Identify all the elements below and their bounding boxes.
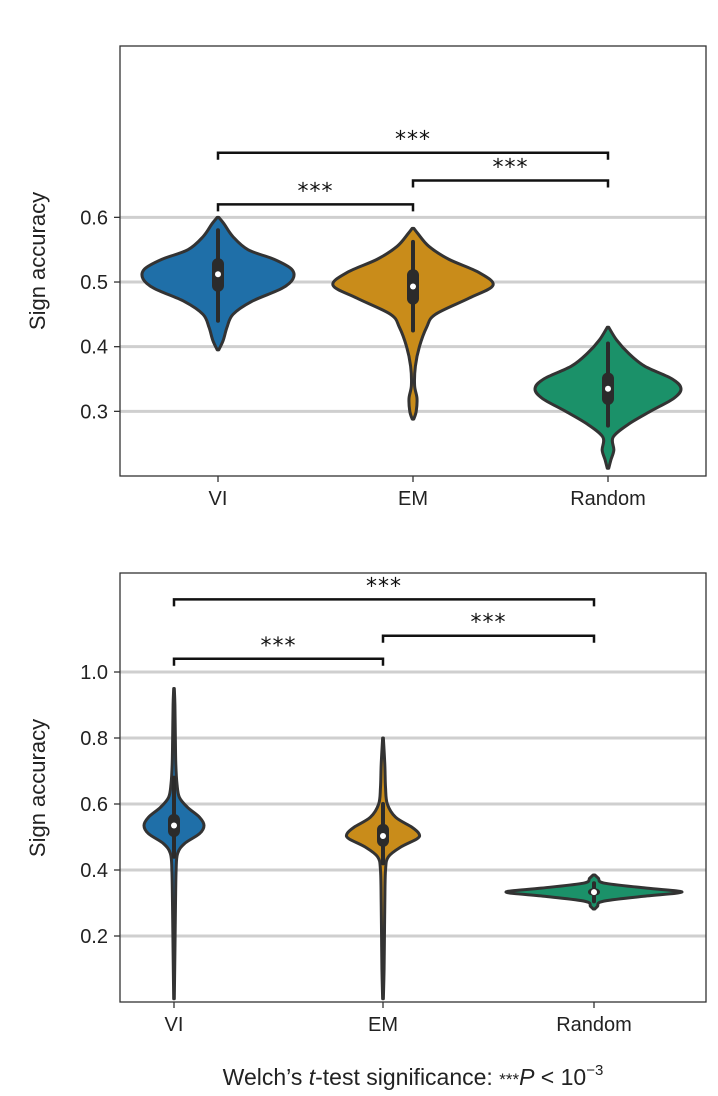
- y-tick-label-3: 0.8: [80, 728, 108, 750]
- y-tick-label-1: 0.4: [80, 337, 108, 359]
- significance-bracket-2: [172, 598, 596, 607]
- x-tick-label-EM: EM: [398, 488, 428, 510]
- bottom-violin-panel: 0.2 0.4 0.6 0.8 1.0 VI EM Random Sign accuracy **…: [25, 572, 707, 1036]
- y-axis-label: Sign accuracy: [25, 719, 50, 857]
- footnote-p-italic: P: [519, 1064, 535, 1090]
- y-tick-label-2: 0.5: [80, 272, 108, 294]
- y-axis-label: Sign accuracy: [25, 192, 50, 330]
- x-tick-label-VI: VI: [165, 1014, 184, 1036]
- footnote-prefix: Welch’s: [223, 1064, 309, 1090]
- top-violin-panel: 0.3 0.4 0.5 0.6 VI EM Random Sign accuracy *** **…: [25, 45, 707, 510]
- footnote-middle: -test significance:: [315, 1064, 499, 1090]
- median-dot-Random: [605, 385, 611, 392]
- y-tick-label-0: 0.2: [80, 926, 108, 948]
- x-tick-label-Random: Random: [570, 488, 646, 510]
- significance-label-2: ***: [395, 128, 431, 153]
- significance-label-2: ***: [366, 574, 402, 599]
- y-tick-label-2: 0.6: [80, 794, 108, 816]
- significance-label-1: ***: [471, 611, 507, 636]
- footnote-exponent: −3: [586, 1062, 603, 1079]
- significance-bracket-1: [411, 179, 610, 188]
- y-tick-label-4: 1.0: [80, 662, 108, 684]
- axes-frame: [119, 572, 707, 1003]
- footnote: Welch’s t-test significance: ***P < 10−3: [223, 1062, 604, 1090]
- median-dot-EM: [410, 283, 416, 290]
- significance-bracket-0: [216, 203, 415, 212]
- significance-bracket-0: [172, 657, 385, 666]
- significance-bracket-1: [381, 634, 596, 643]
- significance-bracket-2: [216, 151, 610, 160]
- y-tick-label-0: 0.3: [80, 401, 108, 423]
- y-tick-label-3: 0.6: [80, 207, 108, 229]
- median-dot-Random: [591, 889, 597, 896]
- significance-label-0: ***: [298, 179, 334, 204]
- x-tick-label-VI: VI: [209, 488, 228, 510]
- x-tick-label-Random: Random: [556, 1014, 632, 1036]
- median-dot-VI: [171, 822, 177, 829]
- median-dot-EM: [380, 833, 386, 840]
- significance-label-1: ***: [493, 155, 529, 180]
- violin-EM: [344, 736, 422, 1001]
- median-dot-VI: [215, 271, 221, 278]
- y-tick-label-1: 0.4: [80, 860, 108, 882]
- footnote-less-than: < 10: [534, 1064, 586, 1090]
- x-tick-label-EM: EM: [368, 1014, 398, 1036]
- footnote-t-italic: t: [309, 1064, 317, 1090]
- significance-label-0: ***: [261, 634, 297, 659]
- footnote-stars: ***: [499, 1070, 519, 1089]
